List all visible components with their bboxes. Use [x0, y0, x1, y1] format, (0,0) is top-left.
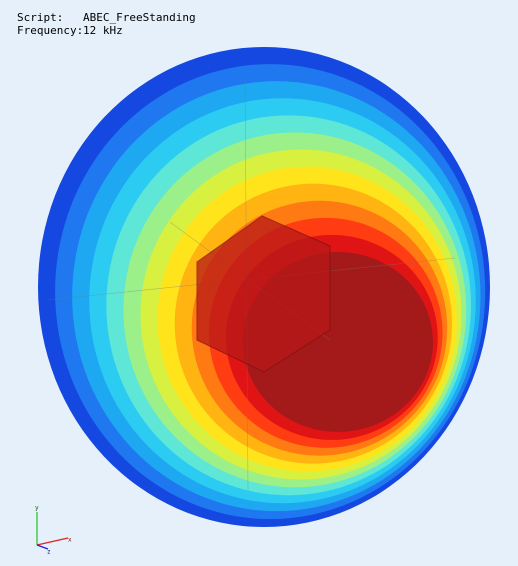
- script-value: ABEC_FreeStanding: [83, 11, 196, 24]
- source-box: [196, 215, 331, 373]
- script-label: Script:: [17, 11, 63, 24]
- y-axis-label: y: [35, 505, 39, 512]
- frequency-label: Frequency:: [17, 24, 83, 37]
- z-axis: [36, 544, 49, 550]
- x-axis-label: x: [68, 537, 72, 544]
- z-axis-label: z: [47, 549, 51, 556]
- axis-triad: y x z: [35, 505, 72, 556]
- frequency-value: 12 kHz: [83, 24, 123, 37]
- sphere: [38, 47, 490, 527]
- x-axis: [36, 537, 69, 546]
